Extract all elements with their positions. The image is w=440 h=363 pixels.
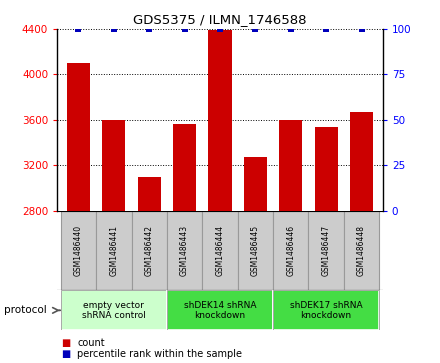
Text: GSM1486440: GSM1486440 [74,225,83,276]
Bar [273,290,379,330]
Text: GDS5375 / ILMN_1746588: GDS5375 / ILMN_1746588 [133,13,307,26]
Bar [202,211,238,290]
Bar [96,211,132,290]
Text: GSM1486441: GSM1486441 [109,225,118,276]
Bar [209,30,231,211]
Bar [315,127,337,211]
Text: GSM1486445: GSM1486445 [251,225,260,276]
Text: GSM1486442: GSM1486442 [145,225,154,276]
Text: ■: ■ [62,338,71,348]
Text: percentile rank within the sample: percentile rank within the sample [77,349,242,359]
Text: ■: ■ [62,349,71,359]
Bar [173,124,196,211]
Text: empty vector
shRNA control: empty vector shRNA control [82,301,146,320]
Bar [103,120,125,211]
Bar [273,290,379,330]
Bar [244,157,267,211]
Bar [67,63,90,211]
Bar [350,112,373,211]
Text: GSM1486447: GSM1486447 [322,225,331,276]
Bar [61,290,167,330]
Text: GSM1486443: GSM1486443 [180,225,189,276]
Text: shDEK14 shRNA
knockdown: shDEK14 shRNA knockdown [184,301,256,320]
Text: protocol: protocol [4,305,47,315]
Bar [61,211,96,290]
Text: GSM1486444: GSM1486444 [216,225,224,276]
Text: shDEK17 shRNA
knockdown: shDEK17 shRNA knockdown [290,301,363,320]
Bar [138,176,161,211]
Bar [273,211,308,290]
Bar [167,290,273,330]
Text: count: count [77,338,105,348]
Bar [238,211,273,290]
Bar [279,120,302,211]
Bar [167,211,202,290]
Text: GSM1486448: GSM1486448 [357,225,366,276]
Bar [308,211,344,290]
Bar [344,211,379,290]
Bar [61,290,167,330]
Bar [132,211,167,290]
Bar [167,290,273,330]
Text: GSM1486446: GSM1486446 [286,225,295,276]
